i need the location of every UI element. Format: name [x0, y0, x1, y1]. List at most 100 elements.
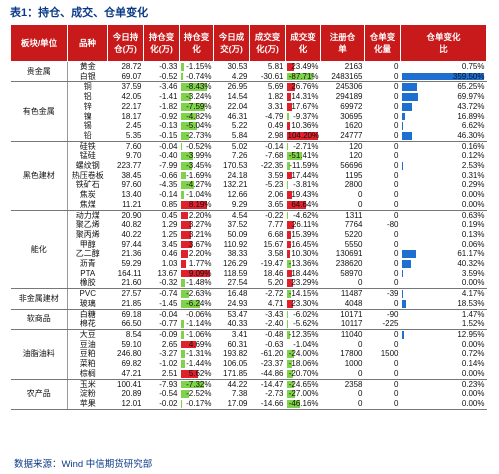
volume-change-pct: 15.39% — [286, 230, 321, 240]
product-name: 菜粕 — [79, 359, 96, 369]
volume-change: -0.14 — [265, 141, 284, 151]
open-interest: 66.50 — [107, 319, 144, 330]
data-bar — [180, 240, 193, 249]
open-interest-change: 3.45 — [161, 239, 178, 249]
data-bar — [401, 330, 405, 339]
warrant-change: 0 — [394, 161, 399, 171]
product-name: 棕榈 — [67, 368, 108, 380]
volume: 5.22 — [231, 121, 248, 131]
warrant-change-ratio: 0.00% — [461, 389, 485, 399]
volume: 40.33 — [213, 319, 250, 330]
product-name: PVC — [79, 289, 96, 299]
warrant-change: 0 — [364, 130, 401, 142]
sector-label: 黑色建材 — [10, 141, 68, 211]
product-name: 铅 — [67, 130, 108, 142]
warrant-count: 120 — [349, 141, 363, 151]
open-interest-change-pct: -2.52% — [180, 389, 214, 399]
open-interest-change-pct: -1.14% — [179, 319, 214, 330]
open-interest-change-pct: -8.43% — [180, 82, 214, 92]
warrant-change: 0 — [394, 170, 399, 180]
volume-change-pct: 14.31% — [286, 92, 321, 102]
volume: 22.04 — [227, 101, 248, 111]
warrant-change: -80 — [386, 220, 399, 230]
warrant-change-ratio: 6.62% — [401, 121, 487, 131]
warrant-count: 58970 — [340, 268, 363, 278]
table-row: 非金属建材 PVC 27.57 -0.74 -2.63% 16.48 -2.72 -14.15… — [10, 288, 487, 310]
warrant-change-ratio: 359.50% — [400, 71, 487, 83]
warrant-change: 0 — [364, 71, 401, 83]
open-interest: 9.70 — [125, 151, 142, 161]
volume-change-pct: 17.67% — [286, 102, 321, 112]
product-name: 焦煤 — [67, 199, 108, 211]
open-interest-change-pct: -1.04% — [180, 190, 214, 200]
open-interest: 69.07 — [107, 71, 144, 83]
open-interest-change: 13.67 — [157, 268, 178, 278]
open-interest-change: -0.92 — [159, 111, 178, 121]
volume: 60.31 — [227, 339, 248, 349]
warrant-change-ratio: 1.47% — [461, 309, 485, 319]
volume-change-pct: -9.37% — [286, 112, 321, 122]
table-row: 螺纹钢 223.77 -7.99 -3.45% 170.53 -22.35 -11.59% 5… — [11, 161, 487, 171]
product-name: 沥青 — [79, 259, 96, 269]
table-row: 焦煤 11.21 0.85 8.19% 9.29 3.65 64.64% 0 0 0.00% — [11, 199, 487, 211]
warrant-count: 0 — [358, 190, 363, 200]
table-row: 沥青 59.29 1.03 1.77% 126.29 -19.47 -13.36% 23862… — [11, 259, 487, 269]
open-interest-change: -3.46 — [159, 82, 178, 92]
table-row: 菜粕 69.82 -1.02 -1.44% 106.05 -23.37 -18.06% 100… — [11, 359, 487, 369]
volume-change: -0.22 — [265, 210, 284, 220]
data-bar — [286, 63, 294, 71]
open-interest-change-pct: 2.20% — [180, 210, 214, 220]
data-bar — [180, 290, 189, 298]
open-interest: 18.17 — [121, 111, 142, 121]
warrant-change: 0 — [394, 210, 399, 220]
warrant-change: -90 — [386, 309, 399, 319]
volume: 27.54 — [213, 278, 250, 290]
table-row: 铁矿石 97.60 -4.35 -4.27% 132.21 -5.23 -3.81% 2800… — [11, 180, 487, 190]
warrant-change-ratio: 0.63% — [461, 210, 485, 220]
open-interest: 20.90 — [121, 210, 142, 220]
warrant-change: 0 — [394, 379, 399, 389]
volume-change-pct: 64.64% — [285, 199, 321, 211]
open-interest-change: -1.02 — [159, 359, 178, 369]
volume-change: 3.58 — [267, 249, 284, 259]
data-bar — [286, 279, 294, 288]
product-name: 黄金 — [79, 62, 96, 71]
table-row: 白银 69.07 -0.52 -0.74% 4.29 -30.61 -87.71% 24831… — [11, 71, 487, 83]
open-interest-change: -0.77 — [143, 319, 180, 330]
volume-change: -2.72 — [265, 289, 284, 299]
open-interest: 2.45 — [125, 121, 142, 131]
table-row: 镍 18.17 -0.92 -4.82% 46.31 -4.79 -9.37% 30695 0 1… — [11, 112, 487, 122]
data-bar — [286, 122, 290, 130]
open-interest-change: 2.51 — [143, 368, 180, 380]
open-interest-change: -1.45 — [143, 298, 180, 310]
volume-change-pct: -27.00% — [286, 389, 321, 399]
volume-change: -14.66 — [249, 398, 286, 410]
volume-change: -44.86 — [249, 368, 286, 380]
volume: 193.82 — [223, 349, 248, 359]
open-interest-change-pct: -2.73% — [179, 130, 214, 142]
data-bar — [401, 131, 413, 140]
warrant-change-ratio: 2.53% — [401, 161, 485, 171]
data-bar — [180, 340, 196, 349]
data-bar — [180, 221, 191, 229]
warrant-count: 10171 — [340, 309, 363, 319]
volume-change-pct: -6.02% — [286, 309, 321, 319]
warrant-count: 4048 — [320, 298, 365, 310]
data-bar — [401, 102, 412, 111]
warrant-change-ratio: 61.17% — [401, 249, 487, 259]
warrant-change-ratio: 18.53% — [400, 298, 487, 310]
warrant-change: 0 — [394, 339, 399, 349]
warrant-change-ratio: 3.59% — [401, 268, 485, 278]
data-bar — [180, 142, 183, 151]
open-interest: 21.36 — [121, 249, 142, 259]
volume: 171.85 — [213, 368, 250, 380]
warrant-change-ratio: 16.89% — [401, 112, 487, 122]
data-bar — [180, 102, 205, 111]
open-interest: 27.57 — [121, 289, 142, 299]
open-interest: 21.60 — [107, 278, 144, 290]
warrant-count: 1000 — [344, 359, 363, 369]
data-bar — [286, 171, 292, 180]
volume-change-pct: -1.04% — [293, 339, 319, 349]
warrant-count: 7764 — [344, 220, 363, 230]
product-name: 豆粕 — [79, 349, 96, 359]
